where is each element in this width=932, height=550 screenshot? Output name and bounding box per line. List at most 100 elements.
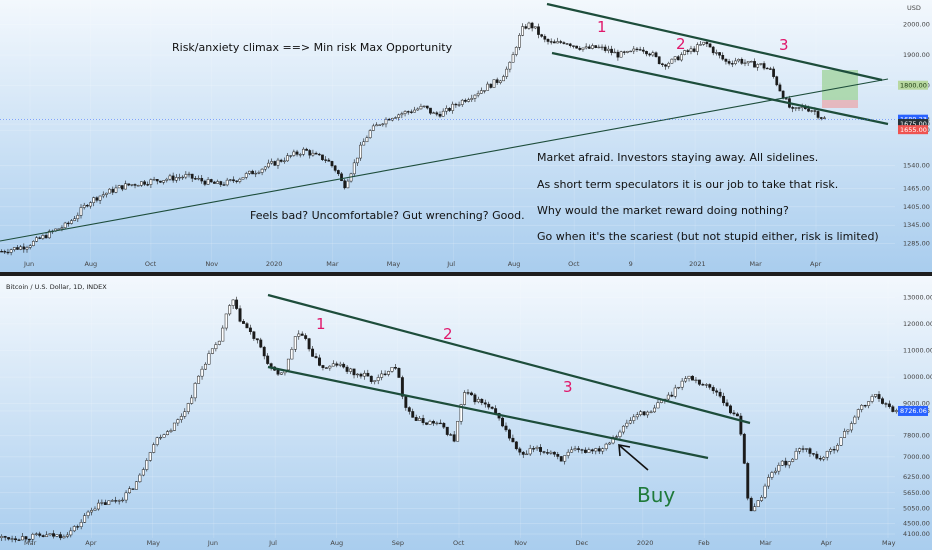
candle-body — [505, 68, 509, 77]
candle-body — [103, 502, 107, 505]
candle-body — [632, 48, 636, 52]
candle-body — [773, 470, 777, 473]
candle-body — [545, 452, 549, 454]
candle-body — [645, 51, 648, 55]
candle-body — [165, 178, 169, 181]
candle-body — [689, 48, 693, 52]
candle-body — [304, 335, 308, 339]
symbol-legend[interactable]: Bitcoin / U.S. Dollar, 1D, INDEX — [6, 283, 107, 291]
candle-body — [473, 94, 477, 99]
candle-body — [639, 411, 643, 416]
candle-body — [400, 113, 404, 116]
candle-body — [556, 454, 560, 457]
candle-body — [666, 394, 670, 400]
candle-body — [787, 461, 791, 466]
candle-body — [511, 437, 515, 443]
candle-body — [413, 109, 416, 113]
candle-body — [805, 448, 808, 450]
candle-body — [138, 474, 142, 483]
candle-body — [27, 538, 31, 541]
candle-body — [86, 204, 89, 207]
candle-body — [365, 137, 369, 143]
candle-body — [193, 383, 197, 399]
candle-body — [86, 511, 90, 516]
candle-body — [562, 42, 566, 44]
candle-body — [684, 378, 688, 382]
candle-body — [293, 336, 297, 350]
x-tick-label: 2021 — [689, 260, 706, 268]
candle-body — [44, 235, 48, 239]
candle-body — [628, 420, 632, 424]
candle-body — [248, 170, 251, 174]
candle-body — [209, 179, 213, 183]
candle-body — [528, 448, 532, 455]
candle-body — [184, 174, 188, 178]
candle-body — [459, 404, 463, 422]
candle-body — [527, 22, 531, 29]
candle-body — [183, 411, 187, 417]
gold-chart-svg: 2000.001900.001800.001689.231675.001655.… — [0, 0, 930, 268]
candle-body — [780, 460, 784, 466]
candle-body — [298, 154, 302, 156]
candle-body — [58, 534, 62, 539]
candle-body — [279, 159, 283, 162]
candle-body — [70, 220, 73, 224]
btc-chart-pane[interactable]: 13000.00 12000.00 11000.00 10000.00 9000.008… — [0, 276, 932, 550]
candle-body — [380, 373, 384, 378]
pane-divider[interactable] — [0, 272, 932, 276]
candle-body — [507, 429, 511, 439]
candle-body — [737, 59, 740, 62]
candle-body — [621, 425, 625, 433]
candle-body — [466, 392, 470, 394]
candle-body — [203, 180, 207, 185]
candle-body — [292, 151, 296, 156]
candle-body — [260, 168, 264, 173]
candle-body — [597, 46, 601, 49]
candle-body — [394, 366, 397, 369]
btc-channel-lower-line — [267, 365, 709, 460]
x-tick-label: May — [882, 539, 896, 547]
candle-body — [324, 159, 327, 161]
y-tick-label: 1405.00 — [903, 203, 930, 211]
candle-body — [162, 434, 166, 438]
candle-body — [148, 452, 152, 461]
candle-body — [273, 161, 277, 166]
channel-upper-line — [546, 2, 883, 82]
candle-body — [63, 222, 67, 228]
candle-body — [166, 431, 169, 435]
candle-body — [368, 130, 372, 139]
candle-body — [152, 179, 156, 181]
candle-body — [305, 148, 308, 151]
candle-body — [263, 166, 267, 170]
candle-body — [487, 403, 491, 408]
y-tick-label: 2000.00 — [903, 20, 930, 28]
candle-body — [661, 63, 664, 66]
candle-body — [308, 150, 312, 156]
candle-body — [95, 197, 99, 201]
candle-body — [145, 460, 149, 470]
candle-body — [584, 46, 588, 49]
candle-body — [556, 41, 559, 44]
candle-body — [3, 251, 7, 253]
candle-body — [568, 43, 572, 46]
candle-body — [676, 56, 680, 61]
candle-body — [76, 526, 80, 528]
candle-body — [359, 144, 362, 159]
candle-body — [219, 181, 223, 185]
candle-body — [290, 349, 294, 360]
candle-body — [152, 444, 156, 453]
x-tick-label: Feb — [698, 539, 710, 547]
candle-body — [604, 443, 608, 450]
candle-body — [259, 339, 263, 348]
candle-body — [587, 449, 591, 453]
annotation-market-afraid: Market afraid. Investors staying away. A… — [537, 151, 818, 164]
buy-label: Buy — [637, 483, 675, 507]
candle-body — [810, 110, 814, 112]
candle-body — [34, 533, 38, 535]
candle-body — [648, 53, 652, 56]
candle-body — [174, 177, 178, 181]
candle-body — [476, 93, 480, 96]
gold-chart-pane[interactable]: 2000.001900.001800.001689.231675.001655.… — [0, 0, 932, 272]
candle-body — [302, 148, 305, 155]
candle-body — [699, 44, 702, 46]
